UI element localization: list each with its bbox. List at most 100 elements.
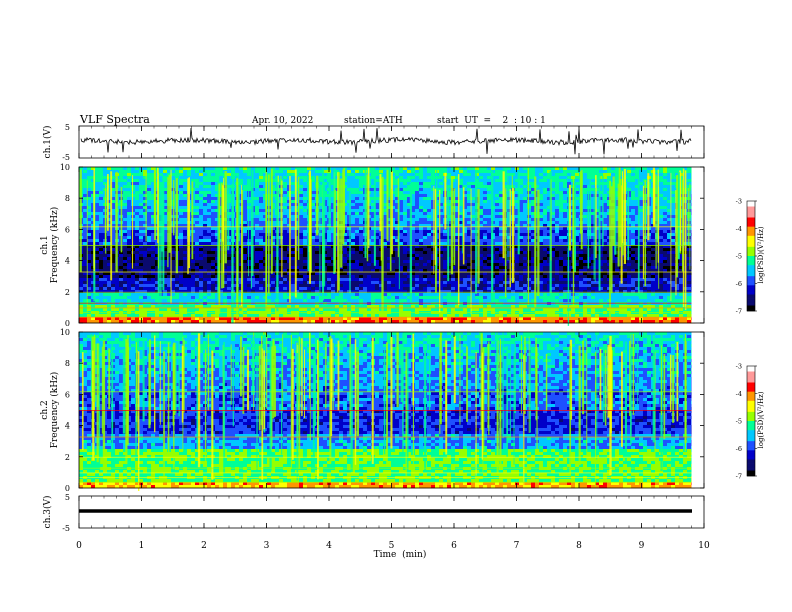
spectrogram-cell (419, 242, 424, 246)
spectrogram-cell (187, 173, 192, 177)
spectrogram-cell (303, 212, 308, 216)
spectrogram-cell (151, 260, 156, 264)
spectrogram-cell (463, 227, 468, 231)
spectrogram-cell (615, 227, 620, 231)
spectrogram-cell (247, 209, 252, 213)
spectrogram-cell (215, 209, 220, 213)
spectrogram-cell (635, 173, 640, 177)
spectrogram-cell (463, 254, 468, 258)
spectrogram-cell (475, 176, 480, 180)
spectrogram-cell (403, 212, 408, 216)
spectrogram-cell (499, 191, 504, 195)
spectrogram-cell (407, 170, 412, 174)
spectrogram-cell (143, 206, 148, 210)
spectrogram-cell (663, 194, 668, 198)
spectrogram-cell (579, 167, 584, 171)
spectrogram-cell (303, 203, 308, 207)
spectrogram-cell (243, 233, 248, 237)
spectrogram-cell (411, 257, 416, 261)
spectrogram-cell (343, 260, 348, 264)
spectrogram-cell (351, 248, 356, 252)
spectrogram-cell (183, 206, 188, 210)
spectrogram-cell (207, 215, 212, 219)
spectrogram-cell (179, 218, 184, 222)
spectrogram-cell (431, 188, 436, 192)
spectrogram-cell (347, 179, 352, 183)
spectrogram-cell (211, 227, 216, 231)
spectrogram-cell (147, 224, 152, 228)
spectrogram-cell (395, 245, 400, 249)
spectrogram-cell (283, 182, 288, 186)
spectrogram-cell (535, 176, 540, 180)
spectrogram-cell (383, 227, 388, 231)
spectrogram-cell (147, 215, 152, 219)
spectrogram-cell (291, 227, 296, 231)
spectrogram-cell (531, 221, 536, 225)
spectrogram-cell (575, 185, 580, 189)
spectrogram-cell (395, 203, 400, 207)
spectrogram-cell (283, 191, 288, 195)
spectrogram-cell (259, 215, 264, 219)
spectrogram-cell (243, 170, 248, 174)
spectrogram-cell (587, 236, 592, 240)
spectrogram-cell (567, 182, 572, 186)
spectrogram-cell (247, 257, 252, 261)
spectrogram-cell (263, 242, 268, 246)
spectrogram-cell (299, 236, 304, 240)
spectrogram-cell (315, 251, 320, 255)
spectrogram-cell (323, 179, 328, 183)
spectrogram-cell (171, 239, 176, 243)
spectrogram-cell (687, 260, 692, 264)
spectrogram-cell (395, 188, 400, 192)
spectrogram-cell (483, 212, 488, 216)
spectrogram-cell (243, 197, 248, 201)
spectrogram-cell (195, 248, 200, 252)
spectrogram-cell (123, 197, 128, 201)
spectrogram-cell (539, 251, 544, 255)
spectrogram-cell (635, 218, 640, 222)
spectrogram-cell (667, 242, 672, 246)
spectrogram-cell (559, 221, 564, 225)
spectrogram-cell (83, 176, 88, 180)
spectrogram-cell (415, 245, 420, 249)
spectrogram-cell (371, 173, 376, 177)
spectrogram-cell (131, 206, 136, 210)
spectrogram-cell (179, 212, 184, 216)
spectrogram-cell (407, 218, 412, 222)
spectrogram-cell (487, 233, 492, 237)
spectrogram-cell (247, 167, 252, 171)
spectrogram-cell (127, 227, 132, 231)
spectrogram-cell (119, 182, 124, 186)
spectrogram-cell (99, 182, 104, 186)
spectrogram-cell (303, 197, 308, 201)
spectrogram-cell (451, 254, 456, 258)
spectrogram-cell (391, 233, 396, 237)
spectrogram-cell (291, 248, 296, 252)
spectrogram-cell (503, 179, 508, 183)
spectrogram-cell (459, 188, 464, 192)
spectrogram-cell (371, 257, 376, 261)
spectrogram-cell (119, 173, 124, 177)
spectrogram-cell (595, 248, 600, 252)
spectrogram-cell (495, 194, 500, 198)
spectrogram-cell (671, 230, 676, 234)
spectrogram-cell (131, 224, 136, 228)
spectrogram-cell (671, 251, 676, 255)
spectrogram-cell (411, 218, 416, 222)
spectrogram-cell (111, 203, 116, 207)
spectrogram-cell (559, 251, 564, 255)
spectrogram-cell (479, 254, 484, 258)
spectrogram-cell (299, 212, 304, 216)
spectrogram-cell (127, 260, 132, 264)
spectrogram-cell (203, 224, 208, 228)
spectrogram-cell (587, 188, 592, 192)
spectrogram-cell (151, 194, 156, 198)
spectrogram-cell (655, 242, 660, 246)
spectrogram-cell (103, 173, 108, 177)
spectrogram-cell (571, 167, 576, 171)
spectrogram-cell (575, 230, 580, 234)
spectrogram-cell (91, 236, 96, 240)
spectrogram-cell (347, 167, 352, 171)
spectrogram-cell (635, 203, 640, 207)
spectrogram-cell (687, 185, 692, 189)
